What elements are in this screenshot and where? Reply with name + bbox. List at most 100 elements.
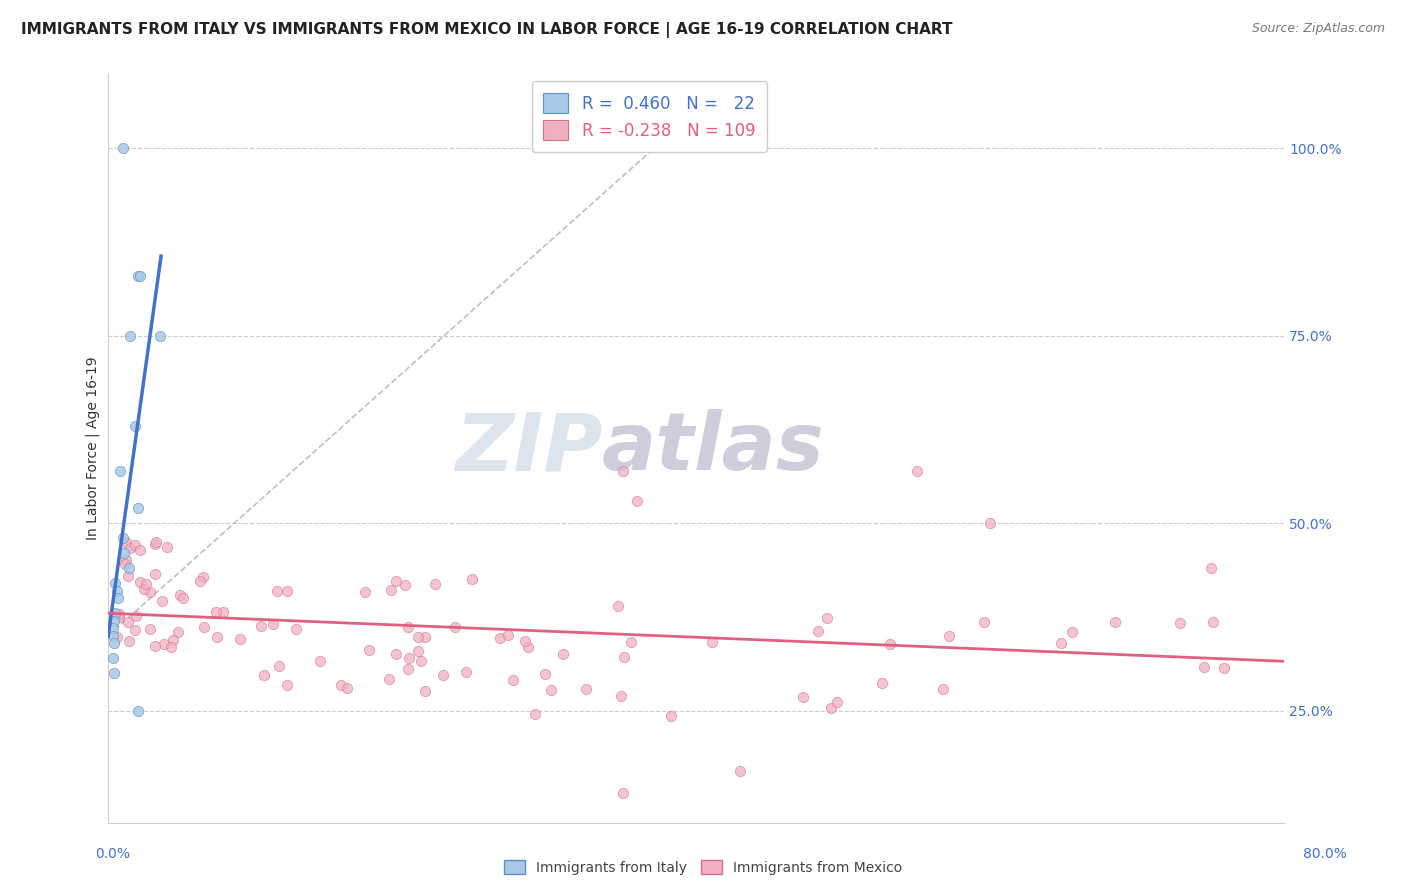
- Point: [792, 690, 814, 705]
- Point: [107, 591, 129, 606]
- Point: [496, 628, 519, 642]
- Point: [212, 605, 235, 619]
- Point: [540, 682, 562, 697]
- Point: [1050, 636, 1073, 650]
- Point: [253, 668, 276, 682]
- Point: [145, 534, 167, 549]
- Point: [129, 268, 152, 283]
- Point: [153, 636, 176, 650]
- Point: [139, 585, 162, 599]
- Point: [979, 516, 1001, 531]
- Point: [117, 569, 139, 583]
- Point: [127, 704, 149, 718]
- Point: [129, 575, 152, 590]
- Point: [815, 611, 838, 625]
- Point: [411, 654, 433, 668]
- Point: [276, 584, 298, 599]
- Point: [105, 583, 128, 598]
- Point: [336, 681, 359, 695]
- Point: [413, 684, 436, 698]
- Point: [108, 464, 131, 478]
- Point: [156, 540, 179, 554]
- Point: [612, 787, 634, 801]
- Point: [1060, 624, 1083, 639]
- Point: [380, 583, 402, 598]
- Point: [124, 608, 146, 623]
- Point: [112, 546, 135, 560]
- Point: [551, 647, 574, 661]
- Point: [610, 689, 633, 703]
- Legend: Immigrants from Italy, Immigrants from Mexico: Immigrants from Italy, Immigrants from M…: [499, 855, 907, 880]
- Point: [111, 531, 134, 545]
- Point: [444, 620, 467, 634]
- Point: [159, 640, 181, 654]
- Point: [607, 599, 630, 613]
- Text: 0.0%: 0.0%: [96, 847, 131, 861]
- Point: [103, 666, 125, 681]
- Point: [396, 620, 419, 634]
- Point: [406, 643, 429, 657]
- Point: [385, 574, 408, 588]
- Point: [117, 615, 139, 629]
- Point: [114, 553, 136, 567]
- Text: IMMIGRANTS FROM ITALY VS IMMIGRANTS FROM MEXICO IN LABOR FORCE | AGE 16-19 CORRE: IMMIGRANTS FROM ITALY VS IMMIGRANTS FROM…: [21, 22, 953, 38]
- Point: [250, 618, 273, 632]
- Point: [1194, 660, 1216, 674]
- Point: [513, 634, 536, 648]
- Point: [103, 636, 125, 650]
- Point: [1104, 615, 1126, 629]
- Text: Source: ZipAtlas.com: Source: ZipAtlas.com: [1251, 22, 1385, 36]
- Point: [118, 561, 141, 575]
- Text: atlas: atlas: [602, 409, 825, 487]
- Point: [101, 629, 124, 643]
- Point: [118, 541, 141, 556]
- Point: [502, 673, 524, 687]
- Point: [143, 639, 166, 653]
- Point: [825, 695, 848, 709]
- Point: [932, 681, 955, 696]
- Point: [108, 609, 131, 624]
- Point: [120, 328, 142, 343]
- Point: [284, 622, 307, 636]
- Legend: R =  0.460   N =   22, R = -0.238   N = 109: R = 0.460 N = 22, R = -0.238 N = 109: [531, 81, 766, 152]
- Point: [229, 632, 252, 646]
- Point: [1201, 615, 1223, 629]
- Point: [330, 678, 353, 692]
- Point: [659, 709, 682, 723]
- Point: [398, 651, 420, 665]
- Point: [489, 631, 512, 645]
- Point: [425, 576, 447, 591]
- Point: [193, 620, 215, 634]
- Point: [516, 640, 538, 655]
- Point: [267, 659, 290, 673]
- Point: [111, 141, 134, 155]
- Point: [167, 624, 190, 639]
- Point: [378, 672, 401, 686]
- Point: [523, 706, 546, 721]
- Point: [575, 682, 598, 697]
- Point: [169, 588, 191, 602]
- Point: [114, 535, 136, 549]
- Point: [396, 662, 419, 676]
- Point: [135, 576, 157, 591]
- Point: [104, 607, 127, 621]
- Point: [204, 605, 226, 619]
- Point: [149, 328, 172, 343]
- Point: [124, 538, 146, 552]
- Point: [612, 464, 634, 478]
- Point: [143, 537, 166, 551]
- Point: [730, 764, 752, 778]
- Point: [626, 493, 648, 508]
- Point: [1168, 615, 1191, 630]
- Point: [132, 582, 155, 597]
- Point: [461, 573, 484, 587]
- Point: [124, 623, 146, 637]
- Point: [104, 576, 127, 591]
- Point: [973, 615, 995, 629]
- Point: [359, 643, 381, 657]
- Point: [309, 654, 332, 668]
- Point: [188, 574, 211, 589]
- Y-axis label: In Labor Force | Age 16-19: In Labor Force | Age 16-19: [86, 357, 100, 540]
- Text: 80.0%: 80.0%: [1303, 847, 1347, 861]
- Point: [150, 594, 173, 608]
